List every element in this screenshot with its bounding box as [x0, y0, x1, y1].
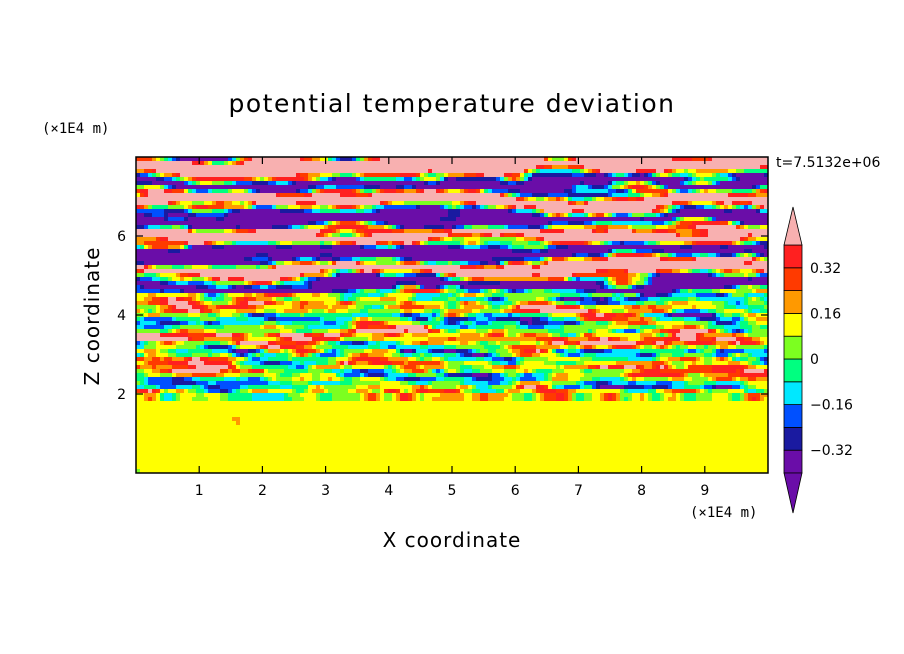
- x-tick-label: 1: [195, 483, 204, 499]
- y-tick-label: 2: [117, 387, 126, 403]
- colorbar-bin: [783, 449, 803, 474]
- colorbar-bin: [783, 312, 803, 337]
- colorbar-bin: [783, 381, 803, 405]
- x-tick-label: 5: [448, 483, 457, 499]
- x-axis: 1 2 3 4 5 6 7 8 9: [195, 157, 709, 499]
- x-tick-label: 8: [637, 483, 646, 499]
- time-label: t=7.5132e+06: [776, 155, 880, 171]
- x-tick-label: 2: [258, 483, 267, 499]
- colorbar-extend-min: [783, 472, 803, 514]
- colorbar-bin: [783, 404, 803, 428]
- x-tick-label: 4: [384, 483, 393, 499]
- colorbar-tick-label: 0: [810, 352, 819, 368]
- colorbar-tick-label: 0.16: [810, 306, 841, 322]
- y-axis-label: Z coordinate: [80, 247, 104, 386]
- x-unit-label: (×1E4 m): [690, 505, 757, 521]
- y-tick-label: 6: [117, 229, 126, 245]
- x-tick-label: 6: [511, 483, 520, 499]
- x-axis-label: X coordinate: [383, 528, 522, 552]
- y-axis: 2 4 6: [117, 229, 768, 403]
- y-unit-label: (×1E4 m): [42, 121, 109, 137]
- colorbar-tick-label: −0.16: [810, 398, 853, 414]
- colorbar-tick-label: 0.32: [810, 261, 841, 277]
- colorbar-bin: [783, 426, 803, 451]
- plot-area: [136, 157, 768, 473]
- x-tick-label: 3: [321, 483, 330, 499]
- colorbar-bin: [783, 267, 803, 291]
- colorbar-extend-max: [783, 206, 803, 246]
- x-tick-label: 9: [700, 483, 709, 499]
- colorbar-bin: [783, 244, 803, 269]
- y-tick-label: 4: [117, 308, 126, 324]
- colorbar-bin: [783, 335, 803, 360]
- colorbar-tick-label: −0.32: [810, 443, 853, 459]
- colorbar-bin: [783, 358, 803, 383]
- x-tick-label: 7: [574, 483, 583, 499]
- chart-title: potential temperature deviation: [229, 89, 676, 118]
- colorbar: −0.32 −0.16 0 0.16 0.32: [783, 206, 853, 514]
- colorbar-bin: [783, 290, 803, 314]
